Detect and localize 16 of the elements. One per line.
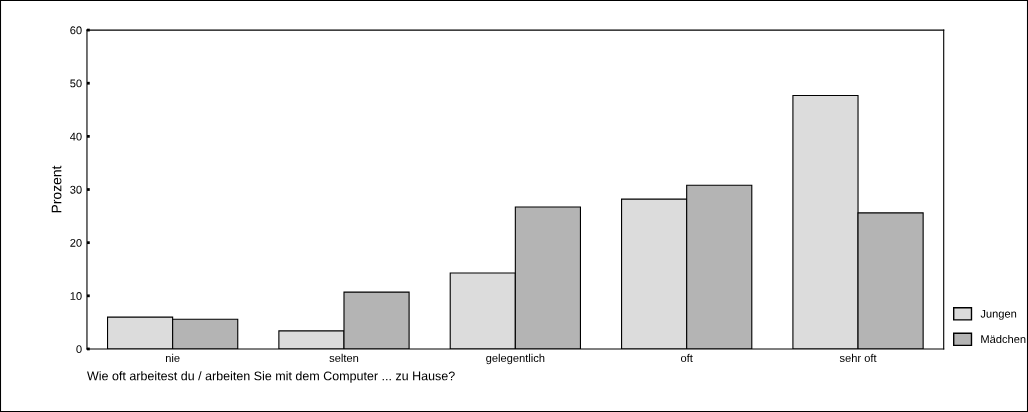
x-tick-label: sehr oft <box>839 353 877 362</box>
y-tick-label: 10 <box>70 292 82 300</box>
y-axis-title: Prozent <box>51 165 62 213</box>
x-tick-label: oft <box>680 353 693 362</box>
legend-label: Jungen <box>980 309 1017 320</box>
x-tick-label: selten <box>329 353 359 362</box>
y-tick-label: 0 <box>76 345 82 354</box>
y-tick-label: 40 <box>70 132 82 141</box>
y-tick-label: 50 <box>70 79 82 88</box>
text: Wie oft arbeitest du / arbeiten Sie mit dem Computer ... zu Hause? <box>87 371 455 383</box>
y-tick-label: 60 <box>70 26 82 35</box>
legend-label: Mädchen <box>981 334 1026 344</box>
y-tick-label: 20 <box>70 238 82 247</box>
y-tick-label: 30 <box>70 185 82 194</box>
x-tick-label: gelegentlich <box>486 353 545 365</box>
x-tick-label: nie <box>165 353 180 362</box>
